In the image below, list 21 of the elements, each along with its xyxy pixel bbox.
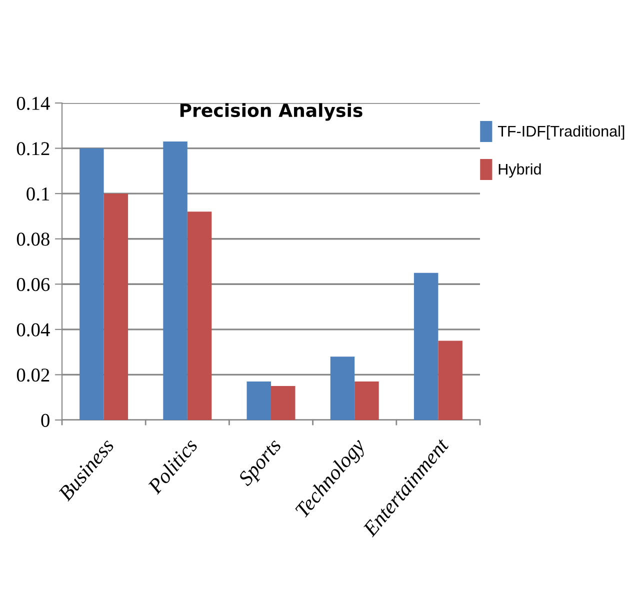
y-tick-label: 0.12 [16, 142, 50, 156]
y-tick-label: 0.14 [16, 96, 50, 110]
y-tick-label: 0.04 [16, 323, 50, 336]
bar [163, 141, 188, 420]
bar [187, 212, 212, 420]
bar [80, 148, 104, 420]
bar [104, 194, 128, 420]
legend-label: TF-IDF[Traditional] [498, 125, 624, 140]
legend-label: Hybrid [498, 163, 541, 178]
y-tick-label: 0.08 [16, 232, 50, 246]
y-tick-label: 0 [41, 414, 50, 427]
bar [354, 382, 379, 420]
bar [438, 340, 462, 420]
y-tick-label: 0.02 [16, 368, 50, 382]
bar [271, 386, 296, 420]
y-tick-label: 0.06 [16, 278, 50, 292]
bar [246, 382, 271, 420]
chart-title: Precision Analysis [180, 103, 362, 121]
y-tick-label: 0.1 [26, 187, 50, 201]
bar [414, 272, 438, 420]
bar [330, 356, 355, 420]
